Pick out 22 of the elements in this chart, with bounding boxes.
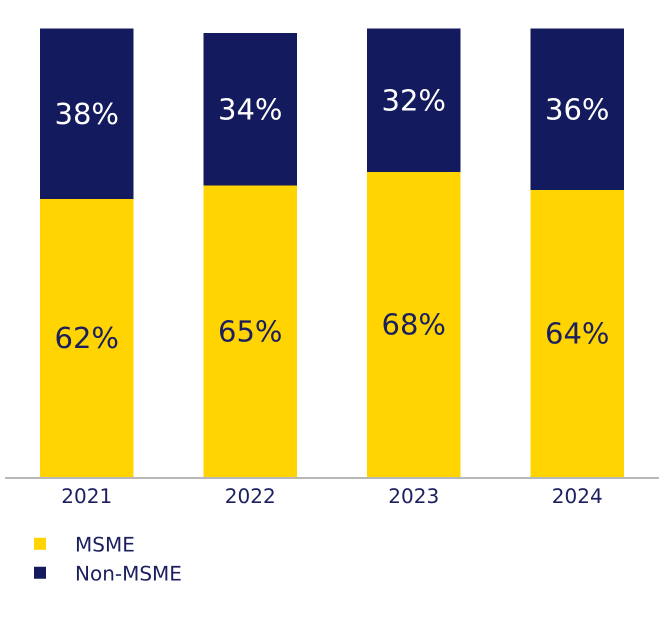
x-tick-label: 2024: [552, 484, 603, 508]
legend-label: MSME: [75, 532, 135, 556]
bar: [530, 190, 624, 477]
data-label: 64%: [545, 316, 610, 351]
bar: [204, 33, 297, 186]
x-tick-label: 2022: [224, 484, 276, 508]
data-label: 36%: [545, 92, 610, 126]
bar: [530, 28, 624, 190]
bar: [40, 198, 134, 477]
legend-label: Non-MSME: [75, 562, 182, 586]
bar: [204, 186, 297, 477]
bar: [367, 28, 460, 172]
x-tick-label: 2021: [61, 484, 112, 508]
bar: [367, 172, 460, 477]
data-label: 38%: [54, 96, 119, 131]
data-label: 65%: [218, 314, 282, 348]
bar: [40, 28, 134, 199]
x-tick-label: 2023: [388, 484, 440, 508]
data-label: 68%: [382, 308, 446, 342]
data-label: 32%: [382, 83, 446, 118]
data-label: 34%: [218, 92, 282, 126]
data-label: 62%: [54, 320, 119, 355]
